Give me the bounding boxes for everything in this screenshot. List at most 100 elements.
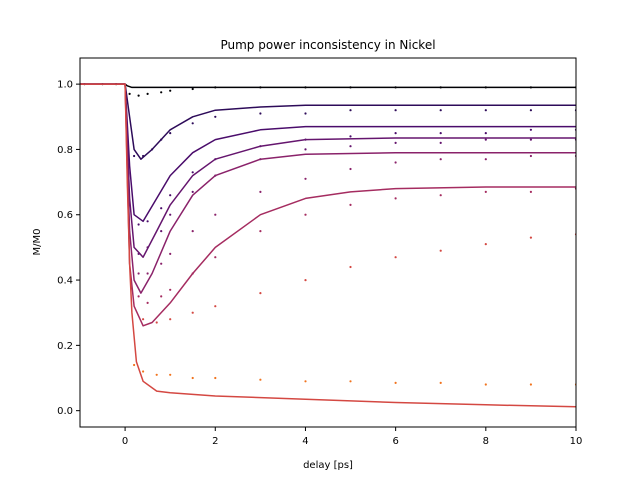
series-6-fit-line: [80, 83, 576, 408]
series-5-data-point: [304, 213, 307, 216]
series-5-data-point: [439, 194, 442, 197]
series-6-data-point: [439, 249, 442, 252]
series-4-data-point: [214, 213, 217, 216]
series-6-data-point: [155, 321, 158, 324]
series-4-data-point: [304, 177, 307, 180]
series-1-data-point: [349, 109, 352, 112]
series-3-fit-line: [80, 83, 576, 258]
x-axis-label: delay [ps]: [303, 460, 353, 471]
series-5-data-point: [137, 295, 140, 298]
series-4-data-point: [349, 167, 352, 171]
series-2-data-point: [394, 132, 397, 135]
series-0-fit-line: [80, 83, 576, 89]
series-2-data-point: [349, 135, 352, 138]
series-1-data-point: [169, 132, 172, 135]
series-3-data-point: [169, 213, 172, 216]
series-2-data-point: [137, 223, 140, 226]
series-2-data-point: [191, 171, 194, 174]
series-0-data-point: [394, 86, 397, 89]
series-6-data-point: [169, 318, 172, 321]
y-tick-label: 0.2: [57, 341, 73, 352]
series-1-data-point: [151, 148, 154, 151]
series-1-data-point: [142, 154, 145, 158]
series-7-data-point: [142, 370, 145, 373]
series-0-data-point: [529, 86, 533, 89]
series-4-data-point: [394, 161, 397, 164]
x-tick-label: 0: [122, 436, 128, 447]
y-tick-label: 0.0: [57, 406, 73, 417]
series-7-data-point: [439, 381, 442, 384]
y-tick-label: 1.0: [57, 80, 73, 91]
series-6-data-point: [304, 279, 307, 282]
series-7-data-point: [214, 376, 217, 380]
series-1-fit-line: [80, 83, 576, 160]
x-axis: 0 2 4 6 8 10: [122, 427, 582, 447]
series-7-data-point: [169, 373, 172, 376]
series-5-data-point: [160, 295, 163, 298]
series-5-data-point: [169, 288, 172, 291]
series-3-data-point: [349, 145, 352, 148]
series-0-data-point: [304, 86, 307, 89]
series-2-fit-line: [80, 83, 576, 223]
series-7-data-point: [155, 373, 158, 376]
series-0-data-point: [137, 94, 140, 97]
series-3-data-point: [160, 230, 163, 233]
x-tick-label: 6: [392, 436, 398, 447]
series-4-data-point: [160, 262, 163, 265]
series-3-data-point: [191, 190, 194, 193]
series-3-data-point: [529, 138, 533, 141]
series-4-fit-line: [80, 83, 576, 294]
series-6-data-point: [529, 236, 533, 239]
series-6-data-point: [484, 243, 487, 246]
y-tick-label: 0.4: [57, 276, 73, 287]
series-1-data-point: [214, 115, 217, 118]
series-3-data-point: [439, 141, 442, 144]
series-5-data-point: [529, 190, 533, 193]
series-4-data-point: [191, 230, 194, 233]
x-tick-label: 2: [212, 436, 218, 447]
x-tick-label: 8: [483, 436, 489, 447]
series-layer: [80, 83, 576, 408]
series-4-data-point: [259, 190, 262, 193]
series-5-data-point: [394, 197, 397, 200]
series-0-data-point: [146, 92, 149, 95]
x-tick-label: 4: [302, 436, 308, 447]
series-3-data-point: [146, 246, 149, 249]
series-6-data-point: [214, 305, 217, 308]
series-7-data-point: [349, 380, 352, 383]
series-2-data-point: [160, 207, 163, 210]
series-7-data-point: [191, 376, 194, 380]
series-7-data-point: [133, 363, 136, 367]
series-3-data-point: [484, 138, 487, 141]
series-1-data-point: [133, 154, 136, 158]
series-0-data-point: [259, 86, 262, 89]
series-2-data-point: [169, 194, 172, 197]
series-1-data-point: [304, 112, 307, 115]
series-2-data-point: [146, 220, 149, 223]
chart-title: Pump power inconsistency in Nickel: [220, 38, 435, 52]
series-3-data-point: [394, 141, 397, 144]
series-0-data-point: [128, 92, 131, 95]
series-5-data-point: [191, 272, 194, 275]
series-5-data-point: [259, 230, 262, 233]
series-0-data-point: [169, 89, 172, 92]
series-6-data-point: [394, 256, 397, 259]
series-5-data-point: [146, 301, 149, 304]
series-1-data-point: [259, 112, 262, 115]
series-6-data-point: [349, 265, 352, 269]
series-0-data-point: [349, 86, 352, 89]
series-2-data-point: [439, 132, 442, 135]
series-7-data-point: [259, 378, 262, 381]
series-1-data-point: [394, 109, 397, 112]
series-6-data-point: [142, 318, 145, 321]
series-7-data-point: [394, 381, 397, 384]
series-1-data-point: [529, 109, 533, 112]
series-0-data-point: [191, 87, 194, 91]
y-axis-label: M/M0: [32, 229, 43, 256]
series-1-data-point: [439, 109, 442, 112]
series-5-data-point: [349, 203, 352, 206]
axes-frame: [79, 57, 577, 428]
series-3-data-point: [137, 252, 140, 255]
